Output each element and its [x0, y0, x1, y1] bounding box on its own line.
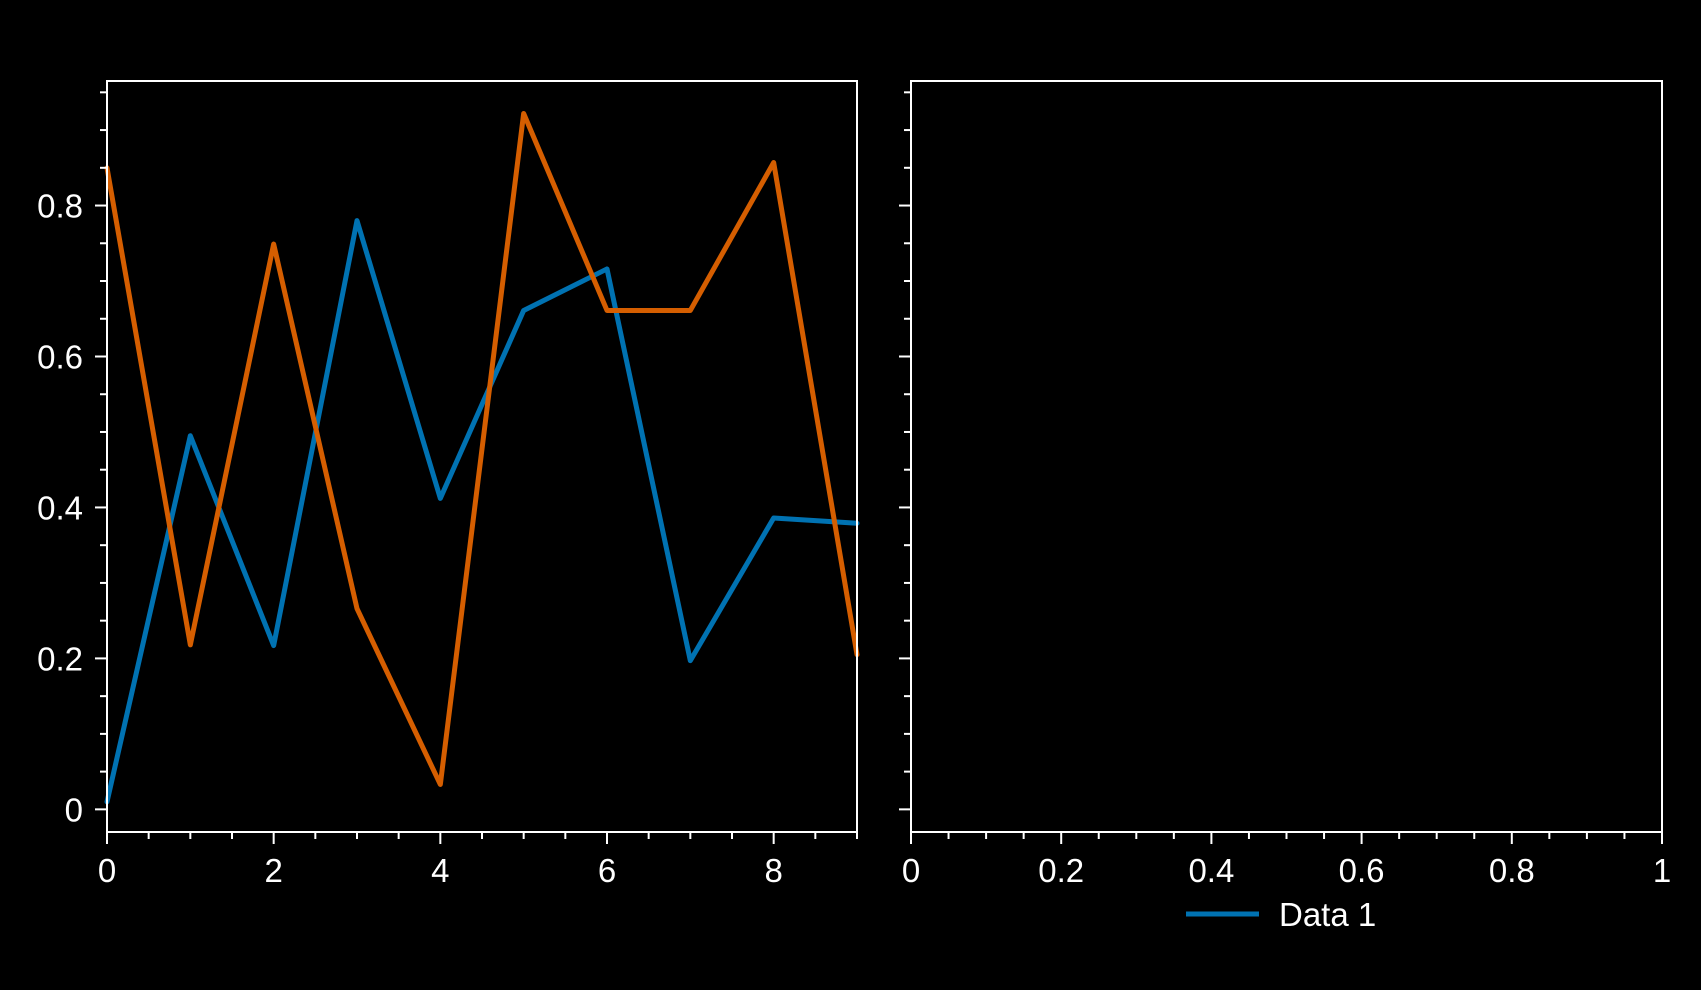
right-x-tick-label: 1 — [1653, 852, 1671, 889]
right-x-tick-label: 0.4 — [1188, 852, 1234, 889]
left-x-tick-label: 2 — [264, 852, 282, 889]
right-x-tick-label: 0.2 — [1038, 852, 1084, 889]
legend-label-data-1: Data 1 — [1279, 896, 1376, 933]
right-x-tick-label: 0.6 — [1339, 852, 1385, 889]
left-y-tick-label: 0.8 — [37, 188, 83, 225]
left-x-tick-label: 4 — [431, 852, 449, 889]
left-y-tick-label: 0.4 — [37, 489, 83, 526]
left-x-tick-label: 6 — [598, 852, 616, 889]
left-x-tick-label: 8 — [764, 852, 782, 889]
left-series-line-2 — [104, 110, 860, 787]
right-x-tick-label: 0.8 — [1489, 852, 1535, 889]
right-x-tick-label: 0 — [902, 852, 920, 889]
left-y-tick-label: 0 — [65, 791, 83, 828]
left-y-tick-label: 0.2 — [37, 640, 83, 677]
right-axes: 0 0.2 0.4 0.6 0.8 1 — [899, 80, 1671, 889]
left-axes: 0 2 4 6 8 0 0.2 0.4 0.6 0.8 — [37, 80, 860, 889]
left-series-line-1 — [104, 218, 860, 805]
left-x-tick-label: 0 — [98, 852, 116, 889]
legend: Data 1 — [1186, 896, 1376, 933]
left-y-tick-label: 0.6 — [37, 338, 83, 375]
